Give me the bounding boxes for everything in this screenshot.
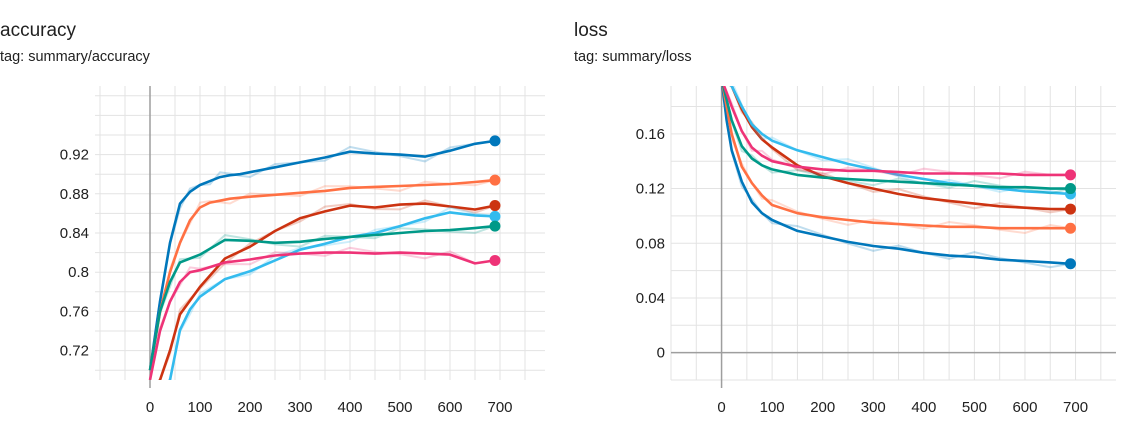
loss-x-tick-label: 700 — [1063, 399, 1088, 416]
accuracy-series-end-marker[interactable] — [489, 200, 501, 212]
loss-x-tick-label: 100 — [760, 399, 785, 416]
accuracy-grid — [95, 86, 545, 380]
accuracy-y-tick-label: 0.8 — [68, 264, 89, 281]
accuracy-x-tick-label: 100 — [187, 399, 212, 416]
loss-series-end-marker[interactable] — [1064, 169, 1076, 181]
loss-series-raw-line — [723, 86, 1071, 180]
loss-y-tick-label: 0.04 — [636, 290, 665, 307]
accuracy-y-tick-label: 0.88 — [60, 186, 89, 203]
accuracy-series-line[interactable] — [148, 178, 496, 371]
accuracy-x-tick-label: 700 — [487, 399, 512, 416]
loss-chart-card: loss tag: summary/loss 0 0.04 0.08 0.12 0.16… — [574, 0, 1129, 425]
accuracy-chart-title: accuracy — [0, 20, 77, 41]
accuracy-y-tick-label: 0.92 — [60, 147, 89, 164]
accuracy-series-raw-line — [149, 246, 496, 380]
loss-y-tick-label: 0.08 — [636, 235, 665, 252]
loss-series-line[interactable] — [722, 79, 1071, 177]
accuracy-series-end-marker[interactable] — [489, 174, 501, 186]
loss-series-line[interactable] — [721, 79, 1071, 190]
loss-series-end-marker[interactable] — [1064, 222, 1076, 234]
loss-chart-title: loss — [574, 20, 608, 41]
loss-series-raw-line — [721, 86, 1071, 269]
accuracy-chart-tag: tag: summary/accuracy — [0, 49, 150, 65]
accuracy-series-line[interactable] — [150, 202, 496, 390]
accuracy-series-line[interactable] — [148, 139, 496, 371]
loss-series-end-marker[interactable] — [1064, 183, 1076, 195]
loss-chart-tag: tag: summary/loss — [574, 49, 692, 65]
loss-series-group — [721, 79, 1071, 269]
loss-series-raw-line — [732, 86, 1071, 195]
accuracy-series-end-marker[interactable] — [489, 135, 501, 147]
accuracy-series-raw-line — [149, 139, 496, 371]
loss-x-tick-label: 200 — [810, 399, 835, 416]
accuracy-series-end-marker[interactable] — [489, 254, 501, 266]
loss-series-end-marker[interactable] — [1064, 203, 1076, 215]
accuracy-chart-card: accuracy tag: summary/accuracy 0.72 0.76 0… — [0, 0, 560, 425]
loss-grid — [670, 86, 1116, 381]
accuracy-y-tick-label: 0.84 — [60, 225, 89, 242]
accuracy-series-group — [148, 139, 496, 390]
loss-chart-plot[interactable]: 0 0.04 0.08 0.12 0.16 0 100 200 300 400 500 600 700 — [574, 0, 1129, 425]
loss-x-tick-label: 400 — [911, 399, 936, 416]
loss-series-line[interactable] — [722, 79, 1071, 196]
loss-series-line[interactable] — [721, 79, 1071, 230]
loss-series-line[interactable] — [721, 79, 1071, 266]
accuracy-x-tick-label: 0 — [146, 399, 154, 416]
loss-x-tick-label: 600 — [1012, 399, 1037, 416]
loss-series-end-marker[interactable] — [1064, 258, 1076, 270]
accuracy-x-tick-label: 500 — [387, 399, 412, 416]
loss-series-raw-line — [721, 86, 1071, 235]
accuracy-series-raw-line — [149, 225, 496, 371]
accuracy-series-line[interactable] — [148, 251, 496, 380]
loss-x-tick-label: 0 — [717, 399, 725, 416]
loss-y-tick-label: 0.12 — [636, 181, 665, 198]
accuracy-y-tick-label: 0.72 — [60, 343, 89, 360]
accuracy-series-line[interactable] — [148, 224, 496, 371]
loss-x-tick-label: 500 — [962, 399, 987, 416]
accuracy-x-tick-label: 300 — [287, 399, 312, 416]
loss-x-tick-label: 300 — [861, 399, 886, 416]
accuracy-x-tick-label: 400 — [337, 399, 362, 416]
loss-y-tick-label: 0 — [657, 345, 665, 362]
accuracy-series-end-marker[interactable] — [489, 210, 501, 222]
accuracy-x-tick-label: 600 — [437, 399, 462, 416]
accuracy-series-end-marker[interactable] — [489, 220, 501, 232]
accuracy-y-tick-label: 0.76 — [60, 303, 89, 320]
loss-y-tick-label: 0.16 — [636, 126, 665, 143]
accuracy-x-tick-label: 200 — [237, 399, 262, 416]
accuracy-chart-plot[interactable]: 0.72 0.76 0.8 0.84 0.88 0.92 0 100 200 300 400 500 6… — [0, 0, 560, 425]
loss-series-line[interactable] — [722, 79, 1071, 211]
